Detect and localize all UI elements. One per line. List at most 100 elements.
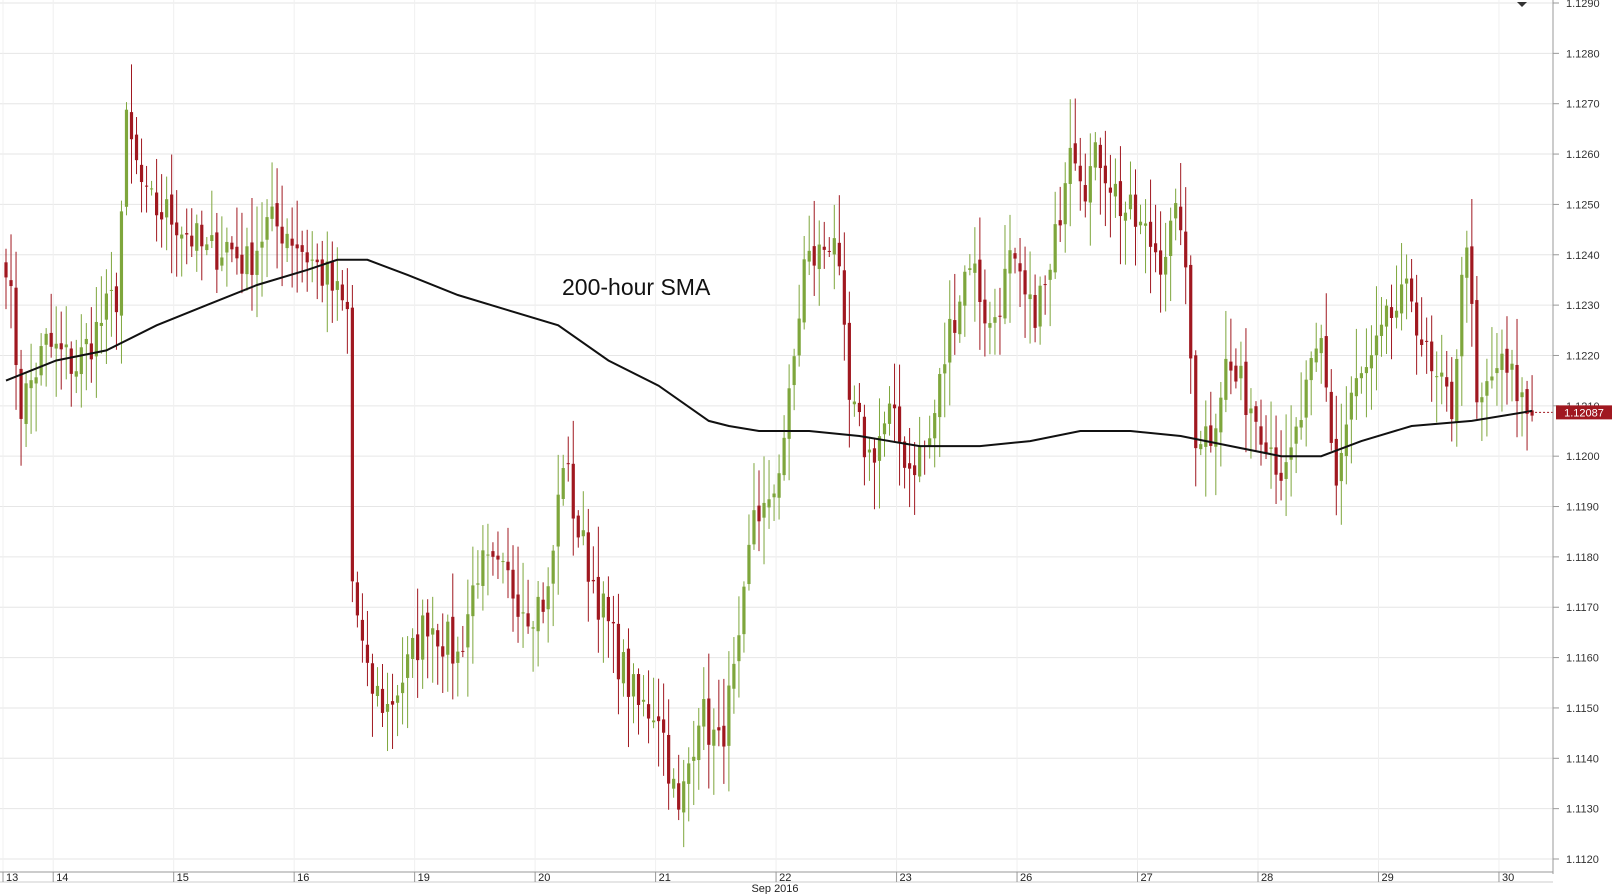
candle-up bbox=[149, 188, 154, 190]
candle-up bbox=[581, 530, 585, 537]
candle-up bbox=[752, 510, 756, 545]
candle-down bbox=[1264, 442, 1268, 454]
candle-up bbox=[702, 699, 706, 727]
candle-up bbox=[1299, 420, 1303, 428]
candle-up bbox=[968, 268, 972, 270]
x-tick-label: 29 bbox=[1381, 872, 1393, 884]
candle-up bbox=[94, 321, 98, 357]
candle-down bbox=[978, 259, 982, 303]
y-tick-label: 1.1250 bbox=[1566, 199, 1600, 211]
candle-down bbox=[190, 235, 194, 247]
candle-up bbox=[1048, 269, 1052, 280]
candle-up bbox=[1143, 223, 1148, 226]
candle-down bbox=[857, 402, 861, 413]
candle-up bbox=[1038, 285, 1042, 327]
candle-up bbox=[943, 364, 947, 374]
candle-down bbox=[1033, 294, 1037, 328]
candle-down bbox=[1425, 340, 1429, 342]
candle-down bbox=[913, 465, 917, 476]
last-price-badge: 1.12087 bbox=[1556, 405, 1612, 420]
candle-down bbox=[230, 242, 234, 250]
candle-down bbox=[461, 650, 465, 652]
scroll-down-marker-icon[interactable] bbox=[1517, 2, 1527, 7]
candle-up bbox=[1359, 373, 1363, 379]
candle-up bbox=[1138, 221, 1143, 226]
candle-down bbox=[1153, 243, 1158, 253]
candle-down bbox=[892, 404, 897, 409]
candle-down bbox=[1450, 381, 1454, 420]
candle-down bbox=[667, 734, 671, 784]
candle-up bbox=[546, 586, 550, 610]
candle-up bbox=[556, 494, 560, 547]
candle-down bbox=[59, 343, 63, 350]
candle-down bbox=[390, 701, 395, 705]
candle-down bbox=[1515, 364, 1519, 402]
candle-down bbox=[134, 134, 139, 161]
candle-down bbox=[1043, 284, 1047, 286]
candle-down bbox=[175, 222, 179, 236]
candle-up bbox=[928, 438, 932, 447]
candle-up bbox=[737, 635, 741, 662]
candle-up bbox=[1249, 408, 1253, 414]
candle-down bbox=[1234, 365, 1238, 382]
candle-down bbox=[155, 192, 159, 216]
candle-down bbox=[1013, 253, 1017, 259]
candle-up bbox=[1319, 338, 1323, 354]
candle-down bbox=[185, 233, 189, 235]
candle-up bbox=[963, 271, 967, 306]
candle-up bbox=[119, 211, 124, 316]
candle-down bbox=[1073, 143, 1077, 164]
candle-up bbox=[84, 338, 88, 345]
candle-down bbox=[139, 164, 144, 183]
candle-down bbox=[250, 242, 254, 275]
candle-up bbox=[787, 388, 791, 439]
candle-down bbox=[240, 254, 244, 274]
candle-down bbox=[1179, 206, 1183, 231]
candle-up bbox=[29, 380, 33, 389]
candle-down bbox=[365, 644, 370, 663]
candle-up bbox=[1364, 367, 1369, 374]
candle-up bbox=[802, 259, 806, 323]
candle-up bbox=[1485, 381, 1489, 396]
candle-up bbox=[1164, 256, 1168, 275]
candle-down bbox=[295, 244, 299, 249]
candle-down bbox=[160, 212, 164, 220]
y-tick-label: 1.1280 bbox=[1566, 48, 1600, 60]
y-tick-label: 1.1240 bbox=[1566, 250, 1600, 262]
candle-up bbox=[205, 244, 209, 251]
x-tick-label: 14 bbox=[56, 872, 68, 884]
candle-up bbox=[1314, 348, 1318, 363]
x-tick-label: 16 bbox=[297, 872, 309, 884]
candle-up bbox=[933, 413, 937, 439]
candle-down bbox=[591, 579, 595, 582]
candle-up bbox=[938, 374, 942, 418]
candle-down bbox=[983, 299, 987, 324]
candle-up bbox=[601, 593, 605, 618]
candle-up bbox=[732, 663, 736, 689]
candle-up bbox=[948, 318, 952, 363]
y-tick-label: 1.1180 bbox=[1566, 552, 1599, 564]
y-tick-label: 1.1140 bbox=[1566, 753, 1599, 765]
candle-up bbox=[1093, 142, 1097, 168]
y-tick-label: 1.1230 bbox=[1566, 300, 1600, 312]
candle-up bbox=[1384, 305, 1389, 327]
candle-up bbox=[79, 347, 83, 375]
candle-down bbox=[49, 332, 53, 347]
candle-up bbox=[958, 301, 962, 335]
candle-down bbox=[1078, 165, 1082, 182]
candle-down bbox=[1505, 348, 1509, 373]
candle-up bbox=[476, 583, 480, 585]
candle-down bbox=[426, 612, 430, 637]
candle-up bbox=[832, 238, 836, 255]
candle-up bbox=[1008, 250, 1012, 274]
candle-down bbox=[847, 322, 851, 400]
candle-down bbox=[320, 259, 324, 286]
candle-up bbox=[421, 615, 425, 660]
candle-up bbox=[375, 685, 380, 697]
candle-up bbox=[1520, 392, 1524, 398]
candle-up bbox=[1284, 462, 1288, 479]
candle-down bbox=[827, 250, 831, 252]
candle-down bbox=[19, 368, 23, 419]
grid bbox=[0, 0, 1553, 872]
candle-up bbox=[260, 241, 264, 248]
